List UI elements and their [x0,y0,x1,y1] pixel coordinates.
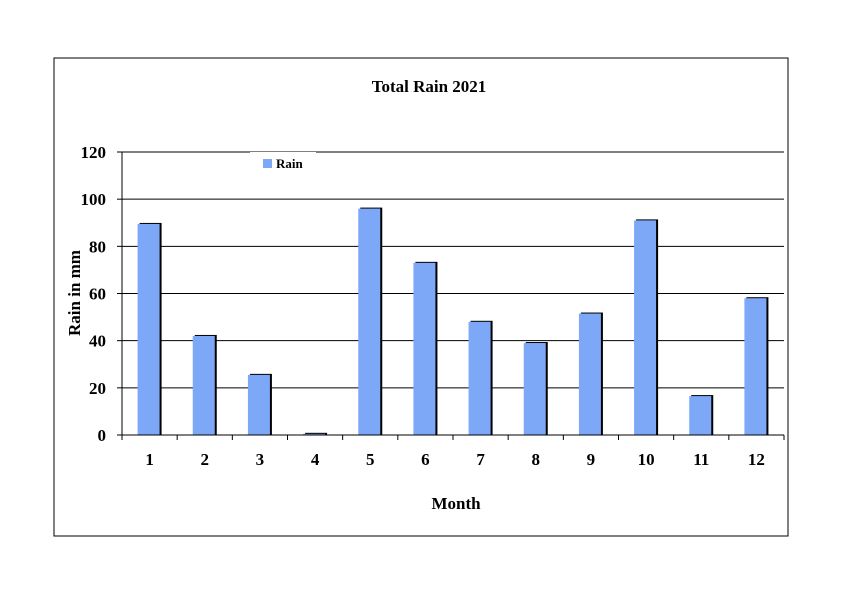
legend-background [250,152,316,176]
gridlines: 0 20 40 60 80 100 120 [81,143,784,445]
bar [744,298,767,435]
bar [358,208,381,435]
y-axis-title: Rain in mm [65,250,84,336]
y-tick-label: 80 [89,237,106,256]
x-tick-label: 9 [587,450,596,469]
x-tick-label: 7 [476,450,485,469]
y-tick-label: 60 [89,285,106,304]
bar [413,262,436,435]
x-tick-label: 12 [748,450,765,469]
x-tick-label: 2 [201,450,210,469]
x-axis-title: Month [431,494,481,513]
bar [192,335,215,435]
x-tick-label: 4 [311,450,320,469]
bar [468,321,491,435]
bars [137,207,769,435]
chart-title: Total Rain 2021 [372,77,487,96]
legend-swatch-rain [263,159,272,168]
x-tick-label: 3 [256,450,265,469]
y-tick-label: 120 [81,143,107,162]
x-tick-label: 6 [421,450,430,469]
x-tick-label: 8 [532,450,541,469]
y-tick-label: 100 [81,190,107,209]
bar [578,313,601,435]
y-tick-label: 20 [89,379,106,398]
bar [634,220,657,435]
x-tick-labels: 1 2 3 4 5 6 7 8 9 10 11 12 [145,450,765,469]
x-tick-label: 5 [366,450,375,469]
y-tick-label: 0 [98,426,107,445]
axes [121,152,785,440]
x-tick-label: 11 [693,450,709,469]
x-tick-label: 1 [145,450,154,469]
legend: Rain [250,152,316,176]
bar [689,396,712,435]
bar [137,223,160,435]
y-tick-label: 40 [89,332,106,351]
bar [303,433,326,435]
bar [247,374,270,435]
legend-label-rain: Rain [276,156,304,171]
bar [523,343,546,435]
x-tick-label: 10 [638,450,655,469]
